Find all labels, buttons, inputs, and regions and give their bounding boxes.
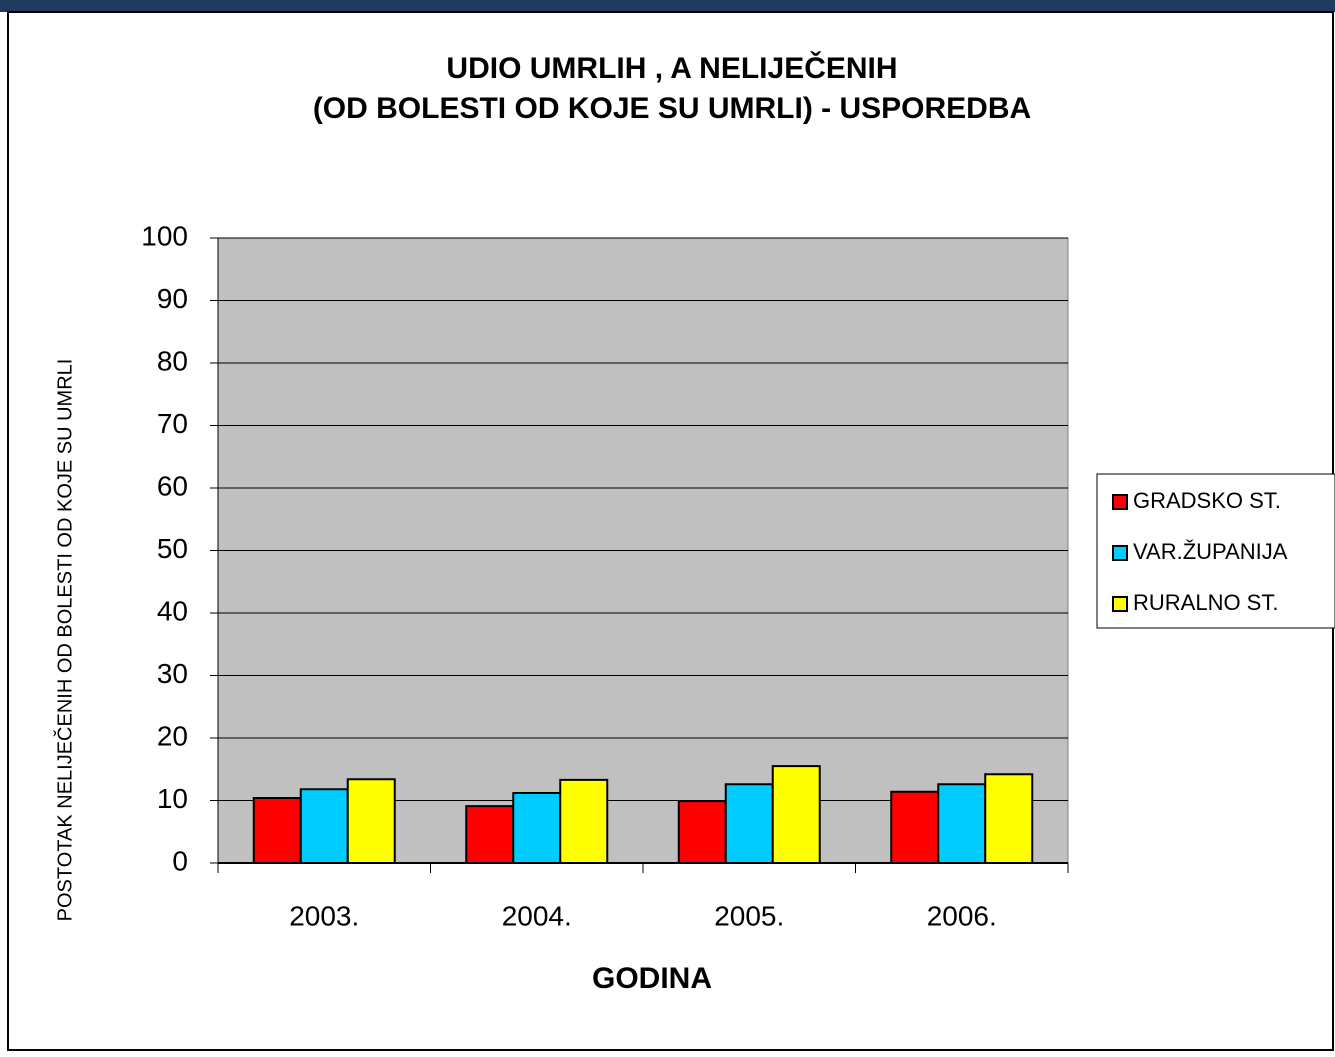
bar: [890, 790, 940, 864]
y-tick-label: 100: [141, 220, 188, 251]
y-tick-label: 50: [157, 533, 188, 564]
bar: [559, 778, 609, 864]
y-tick-label: 10: [157, 783, 188, 814]
bar: [984, 773, 1034, 864]
bar: [346, 778, 396, 864]
bar: [299, 788, 349, 864]
bar: [465, 805, 515, 864]
legend: [1096, 473, 1335, 629]
x-tick-label: 2006.: [927, 900, 997, 931]
chart-title: UDIO UMRLIH , A NELIJEČENIH: [446, 51, 897, 85]
bar: [771, 765, 821, 864]
legend-label: GRADSKO ST.: [1133, 488, 1281, 513]
x-tick-label: 2005.: [714, 900, 784, 931]
y-tick-label: 90: [157, 283, 188, 314]
bar: [677, 800, 727, 864]
y-tick-label: 40: [157, 595, 188, 626]
legend-label: VAR.ŽUPANIJA: [1133, 539, 1288, 564]
y-tick-label: 20: [157, 720, 188, 751]
x-tick-label: 2003.: [289, 900, 359, 931]
chart-title: (OD BOLESTI OD KOJE SU UMRLI) - USPOREDB…: [313, 92, 1031, 125]
x-tick-label: 2004.: [502, 900, 572, 931]
y-tick-label: 60: [157, 470, 188, 501]
y-axis-label: POSTOTAK NELIJEČENIH OD BOLESTI OD KOJE …: [53, 359, 76, 922]
legend-swatch: [1112, 596, 1128, 612]
bar: [512, 792, 562, 864]
y-tick-label: 30: [157, 658, 188, 689]
bar: [724, 783, 774, 864]
y-tick-label: 0: [172, 845, 188, 876]
bar: [937, 783, 987, 864]
y-tick-label: 80: [157, 345, 188, 376]
legend-swatch: [1112, 494, 1128, 510]
bar: [252, 797, 302, 864]
x-axis-label: GODINA: [592, 962, 712, 995]
y-tick-label: 70: [157, 408, 188, 439]
banner: [0, 0, 1335, 12]
legend-label: RURALNO ST.: [1133, 590, 1278, 615]
legend-swatch: [1112, 545, 1128, 561]
